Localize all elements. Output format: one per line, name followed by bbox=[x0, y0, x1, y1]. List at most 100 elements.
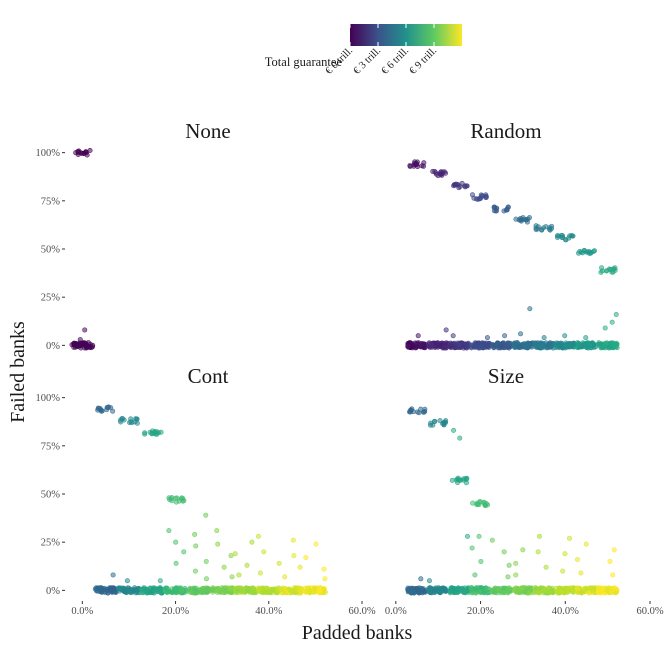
data-point bbox=[81, 340, 87, 346]
y-tick-label: 0% bbox=[46, 586, 60, 597]
data-point bbox=[574, 340, 580, 346]
data-point bbox=[582, 586, 588, 592]
legend-tick-label: € 6 trill. bbox=[380, 45, 411, 76]
data-point bbox=[108, 586, 114, 592]
data-point bbox=[476, 533, 482, 539]
data-point bbox=[536, 533, 542, 539]
data-point bbox=[470, 589, 476, 595]
data-point bbox=[192, 531, 198, 537]
data-point bbox=[192, 568, 198, 574]
data-point bbox=[435, 173, 441, 179]
data-point bbox=[405, 344, 411, 350]
data-point bbox=[447, 590, 453, 596]
y-tick-label: 25% bbox=[41, 538, 61, 549]
data-point bbox=[166, 528, 172, 534]
data-point bbox=[578, 570, 584, 576]
data-point bbox=[539, 227, 545, 233]
data-point bbox=[199, 590, 205, 596]
y-tick-label: 75% bbox=[41, 441, 61, 452]
panel-size bbox=[405, 406, 620, 596]
data-point bbox=[174, 495, 180, 501]
data-point bbox=[181, 549, 187, 555]
data-point bbox=[612, 590, 618, 596]
data-point bbox=[215, 541, 221, 547]
data-point bbox=[484, 335, 490, 341]
data-point bbox=[73, 150, 79, 156]
data-point bbox=[547, 227, 553, 233]
data-point bbox=[244, 562, 250, 568]
data-point bbox=[505, 574, 511, 580]
data-point bbox=[87, 147, 93, 153]
data-point bbox=[478, 585, 484, 591]
data-point bbox=[608, 267, 614, 273]
x-tick-label: 20.0% bbox=[162, 606, 189, 617]
data-point bbox=[152, 587, 158, 593]
y-tick-label: 0% bbox=[46, 341, 60, 352]
data-point bbox=[303, 555, 309, 561]
data-point bbox=[482, 503, 488, 509]
data-point bbox=[555, 233, 561, 239]
data-point bbox=[566, 535, 572, 541]
data-point bbox=[462, 184, 468, 190]
data-point bbox=[520, 547, 526, 553]
data-point bbox=[422, 408, 428, 414]
data-point bbox=[463, 476, 469, 482]
data-point bbox=[526, 341, 532, 347]
data-point bbox=[459, 180, 465, 186]
panel-title-cont: Cont bbox=[188, 364, 229, 388]
data-point bbox=[578, 249, 584, 255]
data-point bbox=[416, 410, 422, 416]
data-point bbox=[158, 588, 164, 594]
data-point bbox=[475, 340, 481, 346]
data-point bbox=[584, 340, 590, 346]
data-point bbox=[491, 587, 497, 593]
panel-title-none: None bbox=[185, 119, 231, 143]
y-tick-label: 100% bbox=[36, 148, 61, 159]
data-point bbox=[463, 589, 469, 595]
data-point bbox=[586, 250, 592, 256]
data-point bbox=[77, 337, 83, 343]
data-point bbox=[455, 587, 461, 593]
data-point bbox=[421, 160, 427, 166]
panel-title-random: Random bbox=[470, 119, 541, 143]
data-point bbox=[282, 574, 288, 580]
data-point bbox=[602, 325, 608, 331]
data-point bbox=[587, 343, 593, 349]
data-point bbox=[580, 340, 586, 346]
data-point bbox=[527, 306, 533, 312]
data-point bbox=[232, 551, 238, 557]
data-point bbox=[595, 341, 601, 347]
x-axis-right: 0.0% 20.0% 40.0% 60.0% bbox=[385, 601, 664, 617]
x-tick-label: 0.0% bbox=[385, 606, 407, 617]
data-point bbox=[405, 589, 411, 595]
data-point bbox=[129, 420, 135, 426]
y-axis-bottom: 0% 25% 50% 75% 100% bbox=[36, 393, 65, 597]
data-point bbox=[513, 572, 519, 578]
legend: Total guarantee € 0 trill.€ 3 trill.€ 6 … bbox=[265, 24, 462, 77]
data-point bbox=[105, 404, 111, 410]
data-point bbox=[427, 585, 433, 591]
data-point bbox=[598, 269, 604, 275]
data-point bbox=[544, 345, 550, 351]
data-point bbox=[234, 588, 240, 594]
data-point bbox=[502, 333, 508, 339]
data-point bbox=[472, 572, 478, 578]
data-point bbox=[173, 585, 179, 591]
data-point bbox=[610, 572, 616, 578]
data-point bbox=[562, 551, 568, 557]
data-point bbox=[526, 585, 532, 591]
data-point bbox=[489, 537, 495, 543]
data-point bbox=[259, 589, 265, 595]
data-point bbox=[279, 586, 285, 592]
data-point bbox=[432, 344, 438, 350]
legend-title: Total guarantee bbox=[265, 55, 343, 69]
data-point bbox=[317, 587, 323, 593]
data-point bbox=[95, 405, 101, 411]
panel-title-size: Size bbox=[488, 364, 524, 388]
data-point bbox=[533, 225, 539, 231]
data-point bbox=[547, 341, 553, 347]
x-axis-left: 0.0% 20.0% 40.0% 60.0% bbox=[71, 601, 376, 617]
data-point bbox=[257, 570, 263, 576]
data-point bbox=[583, 541, 589, 547]
